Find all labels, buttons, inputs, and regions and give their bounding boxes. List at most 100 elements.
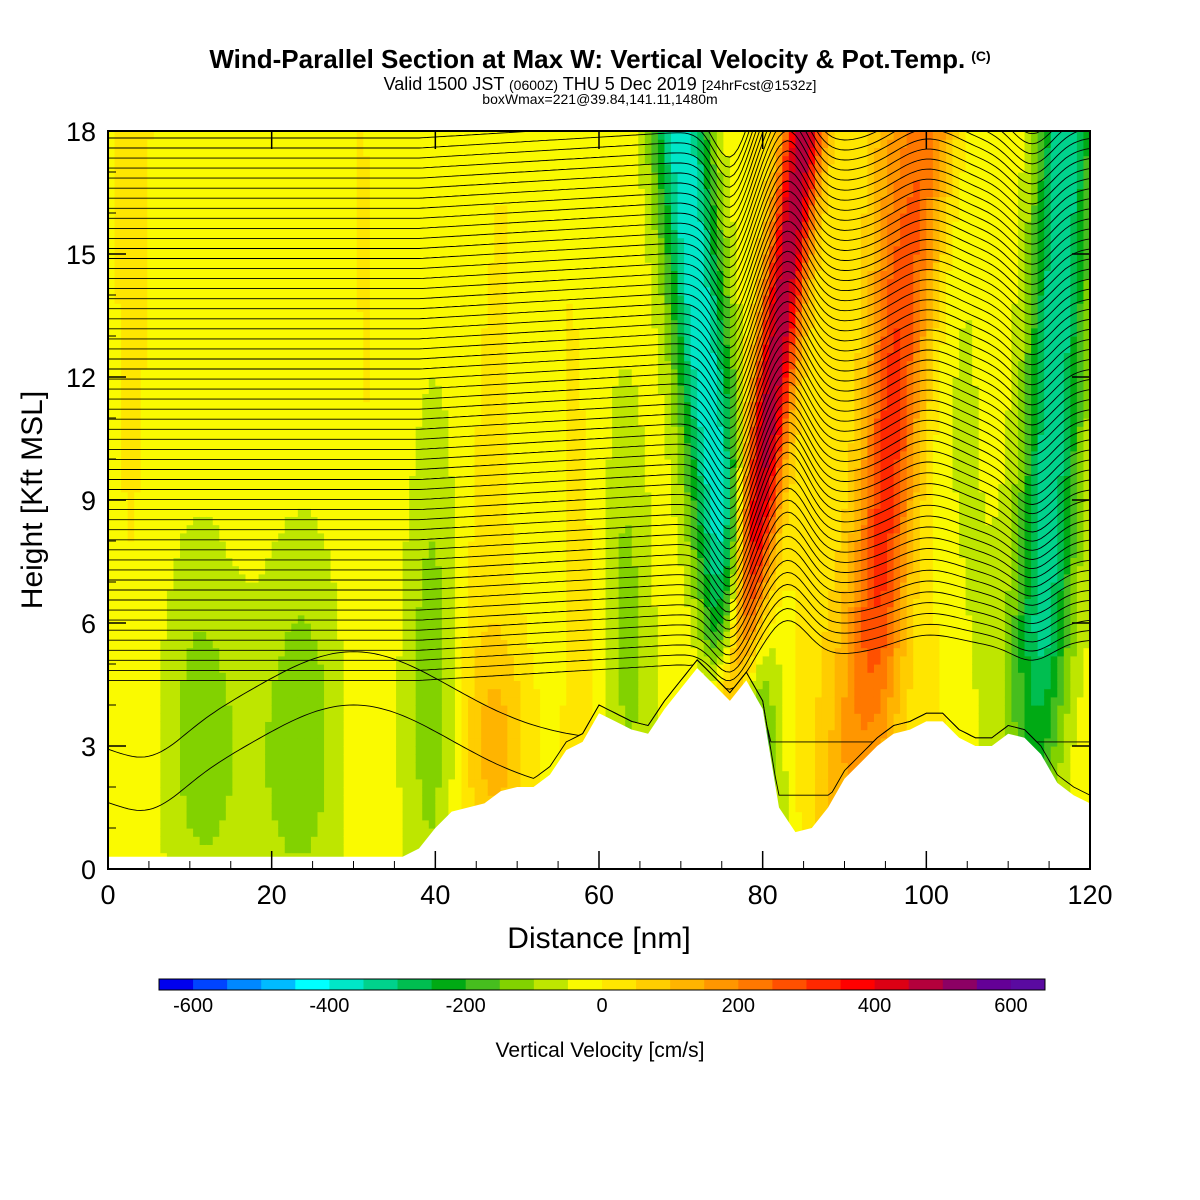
velocity-cell: [140, 262, 148, 271]
velocity-cell: [461, 213, 469, 222]
velocity-cell: [265, 401, 273, 411]
velocity-cell: [304, 262, 312, 271]
velocity-cell: [193, 803, 201, 813]
velocity-cell: [304, 377, 312, 386]
velocity-cell: [363, 713, 371, 722]
velocity-cell: [297, 803, 305, 813]
velocity-cell: [350, 491, 358, 501]
velocity-cell: [317, 778, 325, 788]
velocity-cell: [193, 762, 201, 772]
velocity-cell: [252, 303, 260, 312]
velocity-cell: [468, 688, 476, 698]
velocity-cell: [134, 483, 142, 493]
velocity-cell: [389, 516, 397, 526]
velocity-cell: [291, 286, 299, 296]
velocity-cell: [389, 270, 397, 280]
velocity-cell: [278, 582, 286, 591]
velocity-cell: [330, 803, 338, 813]
velocity-cell: [258, 180, 266, 189]
velocity-cell: [415, 188, 423, 198]
velocity-cell: [441, 680, 450, 690]
velocity-cell: [304, 680, 312, 690]
velocity-cell: [369, 172, 378, 181]
velocity-cell: [160, 442, 168, 452]
velocity-cell: [343, 500, 351, 509]
velocity-cell: [238, 721, 247, 731]
velocity-cell: [291, 623, 299, 632]
velocity-cell: [396, 147, 404, 157]
velocity-cell: [121, 286, 129, 296]
velocity-cell: [343, 516, 351, 526]
velocity-cell: [265, 614, 273, 624]
velocity-cell: [114, 508, 122, 517]
velocity-cell: [206, 401, 214, 411]
velocity-cell: [265, 532, 273, 542]
velocity-cell: [199, 467, 207, 476]
velocity-cell: [428, 344, 436, 353]
velocity-cell: [140, 598, 148, 608]
velocity-cell: [376, 426, 384, 435]
velocity-cell: [389, 705, 397, 714]
velocity-cell: [324, 204, 332, 214]
velocity-cell: [173, 442, 181, 452]
velocity-cell: [114, 311, 122, 321]
velocity-cell: [350, 483, 358, 493]
velocity-cell: [147, 770, 155, 780]
velocity-cell: [278, 172, 286, 181]
velocity-cell: [212, 377, 220, 386]
velocity-cell: [415, 426, 423, 435]
velocity-cell: [278, 311, 286, 321]
velocity-cell: [153, 664, 161, 673]
velocity-cell: [468, 614, 476, 624]
velocity-cell: [108, 639, 116, 649]
velocity-cell: [245, 778, 253, 788]
velocity-cell: [278, 401, 286, 411]
velocity-cell: [448, 368, 456, 378]
velocity-cell: [454, 344, 463, 353]
velocity-cell: [304, 508, 312, 517]
velocity-cell: [337, 426, 345, 435]
velocity-cell: [140, 688, 148, 698]
velocity-cell: [317, 647, 325, 657]
velocity-cell: [121, 377, 129, 386]
velocity-cell: [219, 557, 227, 567]
velocity-cell: [448, 467, 456, 476]
velocity-cell: [356, 278, 364, 288]
velocity-cell: [415, 139, 423, 148]
velocity-cell: [193, 180, 201, 189]
velocity-cell: [343, 688, 351, 698]
velocity-cell: [265, 819, 273, 829]
velocity-cell: [238, 385, 247, 394]
velocity-cell: [415, 336, 423, 345]
velocity-cell: [199, 532, 207, 542]
velocity-cell: [127, 729, 135, 739]
velocity-cell: [147, 696, 155, 706]
velocity-cell: [428, 770, 436, 780]
velocity-cell: [258, 377, 266, 386]
velocity-cell: [409, 721, 417, 731]
velocity-cell: [166, 737, 175, 747]
velocity-cell: [317, 598, 325, 608]
velocity-cell: [134, 336, 142, 345]
velocity-cell: [245, 795, 253, 804]
velocity-cell: [212, 311, 220, 321]
velocity-cell: [160, 573, 168, 583]
velocity-cell: [317, 270, 325, 280]
velocity-cell: [330, 623, 338, 632]
velocity-cell: [134, 836, 142, 845]
velocity-cell: [324, 721, 332, 731]
velocity-cell: [396, 754, 404, 763]
velocity-cell: [461, 672, 469, 681]
velocity-cell: [271, 737, 279, 747]
velocity-cell: [369, 196, 378, 206]
velocity-cell: [441, 286, 450, 296]
velocity-cell: [238, 327, 247, 337]
velocity-cell: [134, 828, 142, 837]
velocity-cell: [435, 672, 443, 681]
velocity-cell: [402, 828, 410, 837]
velocity-cell: [153, 483, 161, 493]
velocity-cell: [461, 278, 469, 288]
velocity-cell: [147, 631, 155, 640]
velocity-cell: [337, 573, 345, 583]
velocity-cell: [324, 442, 332, 452]
